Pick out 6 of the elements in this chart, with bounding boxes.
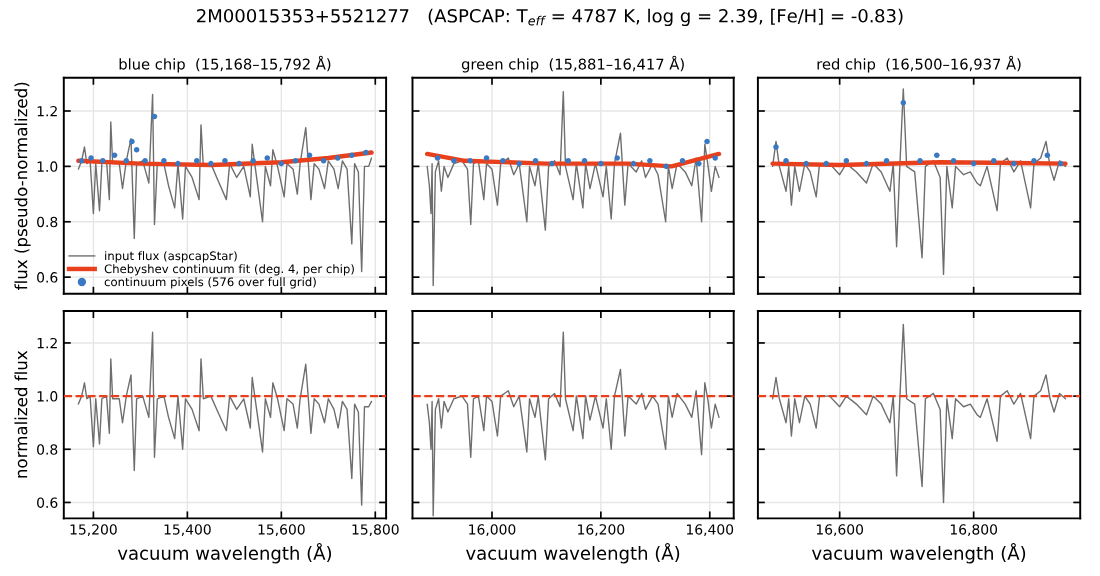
y-axis-title: normalized flux bbox=[14, 350, 28, 478]
x-axis-title: vacuum wavelength (Å) bbox=[466, 542, 680, 564]
x-axis-title: vacuum wavelength (Å) bbox=[811, 542, 1026, 564]
y-axis-title: flux (pseudo-normalized) bbox=[14, 82, 31, 290]
x-axis-title: vacuum wavelength (Å) bbox=[117, 542, 332, 564]
text: 2M00015353+5521277 (ASPCAP: T$_{eff}$ = 4787 K, log g = 2.39, [Fe/H] = -0.83) bbox=[197, 8, 903, 27]
